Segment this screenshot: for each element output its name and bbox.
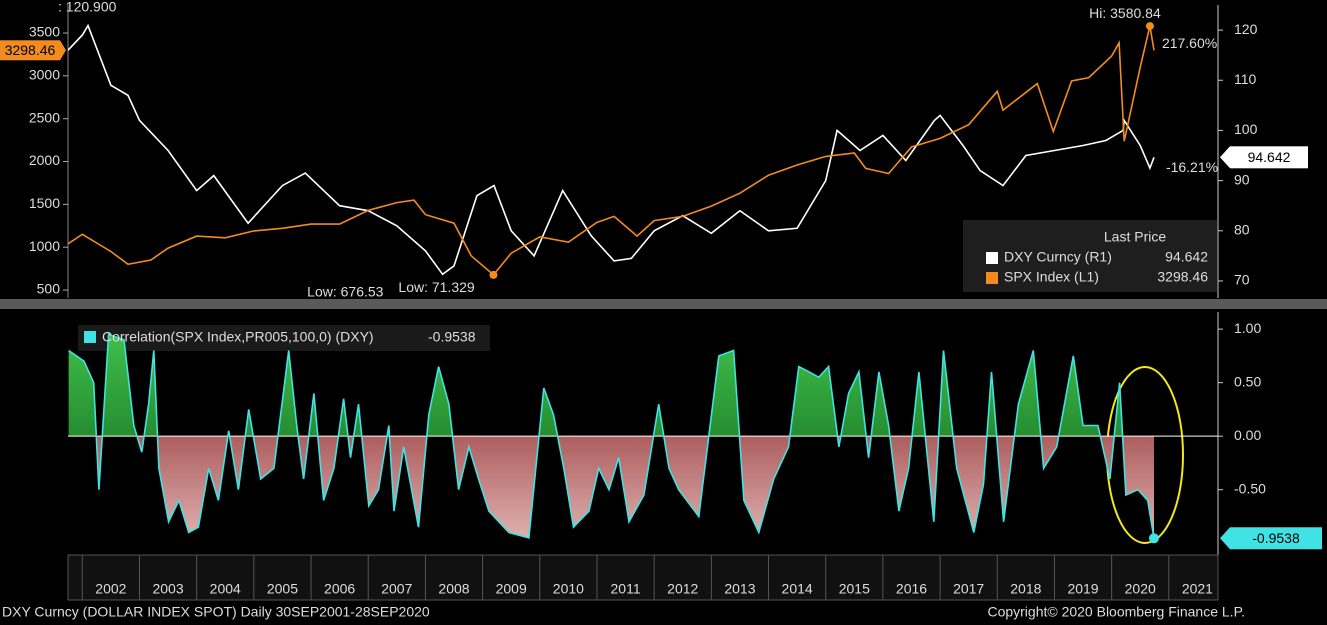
x-tick-label: 2006 <box>324 581 355 597</box>
value-tag-label: 94.642 <box>1248 149 1291 165</box>
y-tick-label: 1.00 <box>1234 320 1261 336</box>
low-label: Low: 71.329 <box>398 279 474 295</box>
plot <box>68 23 1155 277</box>
series-line <box>68 23 1155 276</box>
x-tick-label: 2007 <box>381 581 412 597</box>
x-tick-label: 2015 <box>839 581 870 597</box>
y2-tick-label: 80 <box>1234 221 1250 237</box>
legend-label: DXY Curncy (R1) <box>1004 249 1112 265</box>
value-tag <box>0 40 60 61</box>
y-tick-label: 1000 <box>29 238 60 254</box>
y2-tick-label: 70 <box>1234 272 1250 288</box>
x-tick-label: 2020 <box>1125 581 1156 597</box>
low-label: Low: 676.53 <box>307 284 383 300</box>
y-tick-label: 3500 <box>29 24 60 40</box>
y2-tick-label: 120 <box>1234 21 1258 37</box>
positive-area <box>68 334 1154 437</box>
legend-swatch <box>84 331 96 343</box>
x-tick-label: 2021 <box>1182 581 1213 597</box>
x-tick-label: 2018 <box>1010 581 1041 597</box>
legend-label: Correlation(SPX Index,PR005,100,0) (DXY) <box>102 329 374 345</box>
x-tick-label: 2012 <box>667 581 698 597</box>
x-tick-label: 2017 <box>953 581 984 597</box>
legend-value: 3298.46 <box>1157 269 1208 285</box>
y-tick-label: 0.00 <box>1234 427 1261 443</box>
legend-value: -0.9538 <box>428 329 476 345</box>
y-tick-label: 2000 <box>29 152 60 168</box>
x-axis-band <box>67 554 1219 601</box>
hi-label: Hi: 3580.84 <box>1089 5 1161 21</box>
value-tag-pointer <box>60 40 66 61</box>
series-line <box>68 333 1155 539</box>
y2-tick-label: 90 <box>1234 171 1250 187</box>
value-tag-label: -0.9538 <box>1252 530 1300 546</box>
indicator-legend-box <box>78 325 490 351</box>
y-tick-label: 3000 <box>29 67 60 83</box>
legend-title: Last Price <box>1104 229 1166 245</box>
y-tick-label: 500 <box>37 281 61 297</box>
value-tag <box>1230 146 1308 169</box>
y-tick-label: -0.50 <box>1234 480 1266 496</box>
negative-area <box>96 436 1154 539</box>
x-tick-label: 2004 <box>210 581 241 597</box>
y2-tick-label: 110 <box>1234 71 1257 87</box>
x-tick-label: 2011 <box>611 581 641 597</box>
legend-swatch <box>986 252 998 264</box>
footer-left: DXY Curncy (DOLLAR INDEX SPOT) Daily 30S… <box>2 604 430 620</box>
value-tag-pointer <box>1220 527 1230 550</box>
low-marker <box>489 270 498 279</box>
footer-right: Copyright© 2020 Bloomberg Finance L.P. <box>987 604 1245 620</box>
change-label: 217.60% <box>1162 35 1217 51</box>
change-label: -16.21% <box>1166 159 1218 175</box>
x-tick-label: 2010 <box>553 581 584 597</box>
hi-label: : 120.900 <box>58 0 117 14</box>
legend-box <box>963 220 1217 292</box>
x-tick-label: 2008 <box>438 581 469 597</box>
legend-value: 94.642 <box>1165 249 1208 265</box>
x-tick-label: 2016 <box>896 581 927 597</box>
x-tick-label: 2019 <box>1067 581 1098 597</box>
y-tick-label: 0.50 <box>1234 373 1261 389</box>
series-line <box>68 25 1155 277</box>
y2-tick-label: 100 <box>1234 121 1258 137</box>
x-tick-label: 2003 <box>152 581 183 597</box>
value-tag <box>1230 527 1322 550</box>
x-tick-label: 2013 <box>724 581 755 597</box>
legend-label: SPX Index (L1) <box>1004 269 1099 285</box>
last-marker <box>1148 533 1159 544</box>
hi-marker <box>1145 22 1154 31</box>
value-tag-label: 3298.46 <box>5 42 56 58</box>
legend-swatch <box>986 272 998 284</box>
x-tick-label: 2014 <box>782 581 813 597</box>
x-tick-label: 2005 <box>267 581 298 597</box>
panel-separator <box>0 299 1327 309</box>
value-tag-pointer <box>1220 146 1230 169</box>
y-tick-label: 2500 <box>29 109 60 125</box>
y-tick-label: 1500 <box>29 195 60 211</box>
x-tick-label: 2002 <box>95 581 126 597</box>
x-tick-label: 2009 <box>496 581 527 597</box>
